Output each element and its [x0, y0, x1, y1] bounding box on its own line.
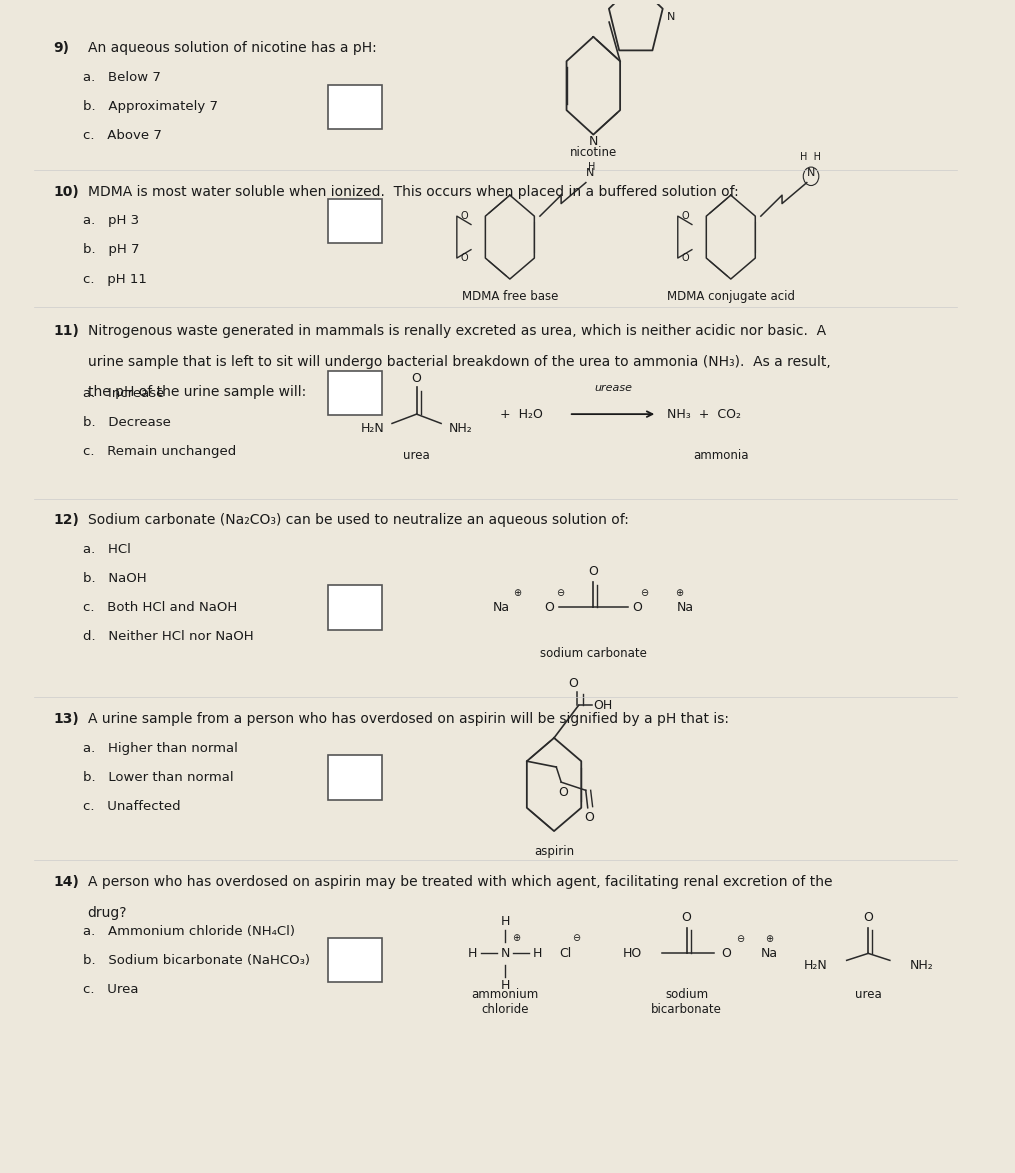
Bar [328, 585, 383, 630]
Text: aspirin: aspirin [534, 845, 574, 859]
Bar [328, 938, 383, 983]
Text: urine sample that is left to sit will undergo bacterial breakdown of the urea to: urine sample that is left to sit will un… [87, 354, 830, 368]
Text: MDMA is most water soluble when ionized.  This occurs when placed in a buffered : MDMA is most water soluble when ionized.… [87, 184, 738, 198]
Text: NH₃  +  CO₂: NH₃ + CO₂ [667, 408, 741, 421]
Text: a.   Increase: a. Increase [82, 387, 164, 400]
Text: a.   Ammonium chloride (NH₄Cl): a. Ammonium chloride (NH₄Cl) [82, 924, 294, 937]
Text: H  H: H H [800, 151, 821, 162]
Text: Cl: Cl [559, 947, 571, 960]
Text: O: O [568, 677, 579, 690]
Text: Na: Na [677, 601, 694, 613]
Text: H: H [500, 979, 510, 992]
Text: HO: HO [623, 947, 642, 960]
Text: b.   pH 7: b. pH 7 [82, 244, 139, 257]
Text: c.   Both HCl and NaOH: c. Both HCl and NaOH [82, 601, 236, 613]
Text: NH₂: NH₂ [449, 421, 473, 435]
Text: +  H₂O: + H₂O [500, 408, 543, 421]
Text: b.   Lower than normal: b. Lower than normal [82, 771, 233, 784]
Text: N: N [807, 169, 815, 178]
Text: H: H [588, 162, 595, 172]
Text: Sodium carbonate (Na₂CO₃) can be used to neutralize an aqueous solution of:: Sodium carbonate (Na₂CO₃) can be used to… [87, 513, 628, 527]
Text: ammonium
chloride: ammonium chloride [471, 989, 539, 1016]
Text: c.   Unaffected: c. Unaffected [82, 800, 181, 813]
Bar [328, 198, 383, 243]
Text: 14): 14) [53, 875, 79, 889]
Text: N: N [667, 12, 676, 21]
Text: O: O [589, 565, 598, 578]
Text: urease: urease [594, 384, 632, 393]
Text: 11): 11) [53, 325, 79, 339]
Text: O: O [584, 812, 594, 825]
Text: ⊖: ⊖ [640, 589, 649, 598]
Text: A urine sample from a person who has overdosed on aspirin will be signified by a: A urine sample from a person who has ove… [87, 712, 729, 726]
Text: sodium
bicarbonate: sodium bicarbonate [652, 989, 722, 1016]
Text: H: H [468, 947, 477, 960]
Text: ⊕: ⊕ [765, 935, 773, 944]
Text: NH₂: NH₂ [909, 958, 933, 971]
Text: a.   pH 3: a. pH 3 [82, 215, 139, 228]
Bar [328, 371, 383, 415]
Text: ⊕: ⊕ [513, 589, 521, 598]
Text: O: O [632, 601, 642, 613]
Text: the pH of the urine sample will:: the pH of the urine sample will: [87, 385, 306, 399]
Text: c.   Above 7: c. Above 7 [82, 129, 161, 142]
Text: O: O [721, 947, 731, 960]
Text: MDMA conjugate acid: MDMA conjugate acid [667, 290, 795, 303]
Text: O: O [460, 253, 468, 263]
Text: H: H [533, 947, 542, 960]
Text: N: N [589, 135, 598, 149]
Text: A person who has overdosed on aspirin may be treated with which agent, facilitat: A person who has overdosed on aspirin ma… [87, 875, 832, 889]
Text: a.   HCl: a. HCl [82, 543, 131, 556]
Text: O: O [460, 211, 468, 222]
Text: b.   Decrease: b. Decrease [82, 415, 171, 429]
Text: 10): 10) [53, 184, 79, 198]
Text: H₂N: H₂N [360, 421, 385, 435]
Text: ⊖: ⊖ [736, 935, 744, 944]
Text: nicotine: nicotine [569, 147, 617, 160]
Text: ⊖: ⊖ [571, 934, 580, 943]
Text: a.   Below 7: a. Below 7 [82, 72, 160, 84]
Text: 13): 13) [53, 712, 79, 726]
Text: urea: urea [403, 449, 430, 462]
Text: H: H [500, 915, 510, 928]
Text: OH: OH [594, 699, 613, 712]
Text: ⊕: ⊕ [675, 589, 683, 598]
Text: ⊖: ⊖ [556, 589, 564, 598]
Text: ⊕: ⊕ [512, 934, 520, 943]
Text: 9): 9) [53, 41, 69, 55]
Text: O: O [544, 601, 554, 613]
Text: ammonia: ammonia [693, 449, 749, 462]
Text: H₂N: H₂N [803, 958, 827, 971]
Text: O: O [681, 253, 688, 263]
Text: b.   Approximately 7: b. Approximately 7 [82, 100, 218, 113]
Text: c.   pH 11: c. pH 11 [82, 272, 146, 285]
Text: O: O [681, 211, 688, 222]
Text: 12): 12) [53, 513, 79, 527]
Text: MDMA free base: MDMA free base [462, 290, 558, 303]
Text: sodium carbonate: sodium carbonate [540, 647, 647, 660]
Text: O: O [864, 911, 873, 924]
Text: drug?: drug? [87, 906, 127, 920]
Text: Na: Na [492, 601, 510, 613]
Text: a.   Higher than normal: a. Higher than normal [82, 741, 238, 755]
Text: urea: urea [855, 989, 882, 1002]
Text: O: O [682, 911, 691, 924]
Text: Nitrogenous waste generated in mammals is renally excreted as urea, which is nei: Nitrogenous waste generated in mammals i… [87, 325, 826, 339]
Text: d.   Neither HCl nor NaOH: d. Neither HCl nor NaOH [82, 630, 254, 643]
Text: c.   Remain unchanged: c. Remain unchanged [82, 445, 235, 457]
Text: c.   Urea: c. Urea [82, 983, 138, 996]
Bar [328, 84, 383, 129]
Text: O: O [412, 372, 421, 385]
Text: b.   Sodium bicarbonate (NaHCO₃): b. Sodium bicarbonate (NaHCO₃) [82, 954, 310, 967]
Text: N: N [586, 169, 594, 178]
Text: b.   NaOH: b. NaOH [82, 572, 146, 585]
Text: O: O [558, 786, 568, 799]
Text: N: N [500, 947, 510, 960]
Text: An aqueous solution of nicotine has a pH:: An aqueous solution of nicotine has a pH… [87, 41, 377, 55]
Text: Na: Na [760, 947, 777, 960]
Bar [328, 755, 383, 800]
